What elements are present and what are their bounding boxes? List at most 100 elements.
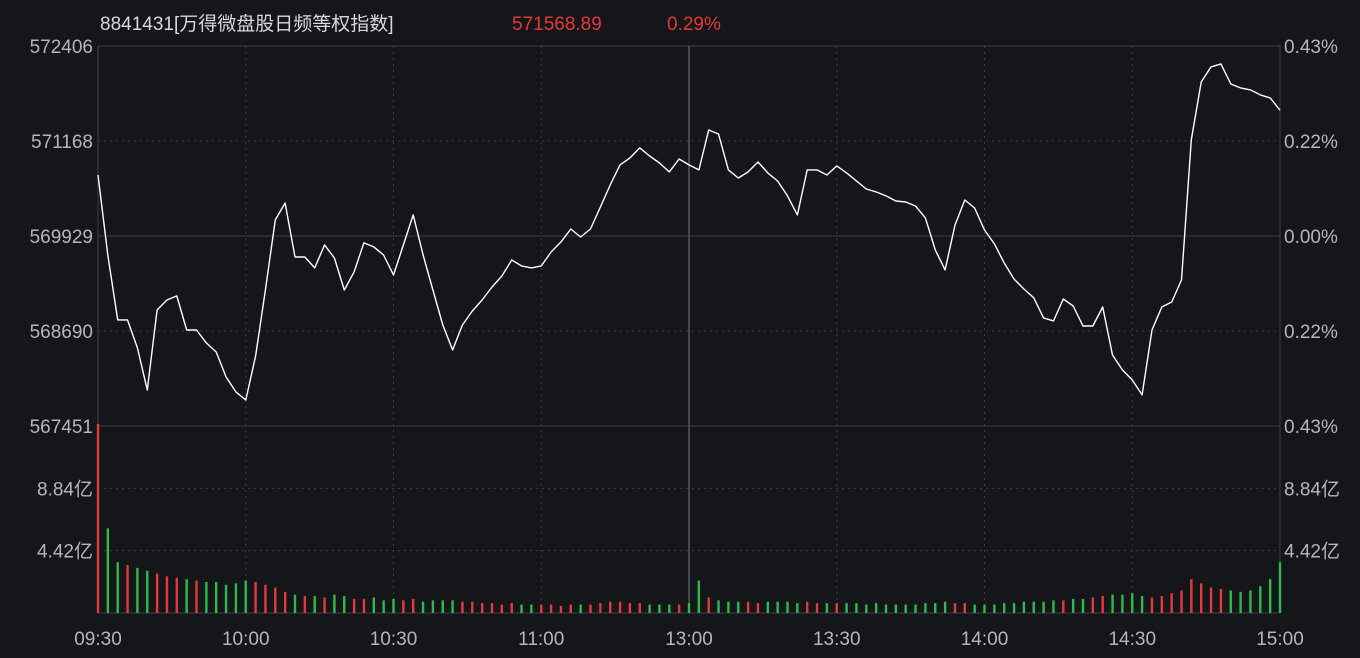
volume-bar	[1249, 590, 1252, 613]
volume-bar	[756, 603, 760, 613]
volume-bar	[865, 604, 868, 613]
volume-bar	[333, 594, 336, 613]
volume-bar	[559, 605, 563, 613]
volume-bar	[953, 603, 957, 613]
index-title: 8841431[万得微盘股日频等权指数]	[100, 13, 394, 35]
volume-bar	[973, 604, 976, 613]
price-tick-label: 571168	[31, 132, 93, 153]
volume-bar	[1042, 601, 1045, 613]
price-tick-label: 569929	[30, 227, 93, 248]
volume-bar	[293, 594, 297, 613]
volume-bar	[707, 597, 710, 613]
time-tick-label: 10:00	[222, 629, 270, 650]
volume-bar	[648, 604, 651, 613]
volume-bar	[352, 598, 356, 613]
volume-bar	[323, 597, 326, 613]
volume-bar	[1101, 596, 1104, 613]
volume-bar	[471, 601, 474, 613]
volume-bar	[638, 603, 641, 613]
volume-bar	[244, 580, 247, 613]
volume-bar	[175, 577, 178, 613]
volume-bar	[874, 603, 878, 613]
volume-bar	[1239, 591, 1242, 613]
volume-bar	[1071, 598, 1075, 613]
volume-bar	[1081, 598, 1085, 613]
volume-bar	[402, 600, 405, 613]
current-price: 571568.89	[512, 14, 602, 35]
volume-bar	[313, 596, 316, 613]
volume-bar	[362, 598, 366, 613]
change-percent: 0.29%	[667, 14, 721, 35]
volume-bar	[274, 587, 277, 613]
time-tick-label: 14:00	[961, 629, 1009, 650]
volume-bar	[1268, 579, 1272, 613]
volume-bar	[1062, 600, 1065, 613]
volume-bar	[441, 600, 444, 613]
percent-tick-label: 0.22%	[1284, 322, 1338, 343]
volume-bar	[983, 604, 986, 613]
volume-bar	[815, 603, 819, 613]
volume-bar	[1160, 596, 1163, 613]
axis-labels: 572406 571168 569929 568690 567451 0.43% 0.22%…	[30, 37, 1340, 650]
volume-bar	[540, 604, 543, 613]
volume-bar	[618, 601, 622, 613]
volume-bar	[451, 600, 454, 613]
volume-bar	[609, 601, 612, 613]
volume-bar	[520, 604, 523, 613]
volume-bar	[934, 603, 937, 613]
volume-bar	[993, 604, 996, 613]
volume-tick-label-left: 8.84亿	[37, 478, 93, 500]
volume-bar	[1131, 593, 1134, 613]
volume-bar	[855, 603, 858, 613]
grid	[97, 45, 1281, 614]
volume-bar	[283, 591, 287, 613]
price-tick-label: 572406	[30, 37, 93, 58]
volume-bar	[431, 600, 435, 613]
volume-bar	[894, 604, 898, 613]
volume-bar	[796, 603, 799, 613]
volume-bar	[924, 603, 927, 613]
volume-bar	[1140, 596, 1144, 613]
percent-tick-label: 0.43%	[1284, 417, 1338, 438]
price-tick-label: 568690	[30, 322, 93, 343]
volume-bar	[461, 601, 464, 613]
volume-bar	[1121, 594, 1124, 613]
volume-bar	[96, 424, 100, 613]
volume-bar	[412, 598, 415, 613]
volume-bar	[825, 603, 829, 613]
volume-bar	[165, 576, 169, 613]
volume-bar	[786, 601, 789, 613]
volume-bar	[687, 603, 691, 613]
volume-bar	[963, 603, 966, 613]
volume-bar	[1032, 601, 1035, 613]
volume-bar	[727, 601, 730, 613]
volume-bar	[1278, 562, 1282, 613]
volume-bar	[510, 603, 513, 613]
volume-bar	[1209, 587, 1213, 613]
time-tick-label: 14:30	[1108, 629, 1156, 650]
volume-bar	[914, 604, 917, 613]
volume-bar	[215, 581, 218, 613]
volume-bar	[904, 604, 907, 613]
volume-bar	[1219, 589, 1223, 613]
volume-bar	[579, 604, 582, 613]
volume-tick-label-right: 8.84亿	[1284, 478, 1340, 500]
volume-bar	[599, 603, 602, 613]
volume-tick-label-right: 4.42亿	[1284, 541, 1340, 563]
volume-bar	[658, 604, 661, 613]
volume-bar	[195, 580, 198, 613]
volume-bar	[884, 604, 888, 613]
volume-bar	[806, 601, 809, 613]
volume-bar	[1200, 583, 1203, 613]
volume-bar	[1229, 590, 1232, 613]
volume-bar	[303, 596, 307, 613]
volume-bar	[254, 581, 257, 613]
volume-bar	[1150, 597, 1154, 613]
volume-bar	[766, 601, 769, 613]
volume-bar	[500, 604, 504, 613]
volume-bar	[530, 604, 533, 613]
percent-tick-label: 0.00%	[1284, 227, 1338, 248]
volume-bar	[1022, 601, 1026, 613]
